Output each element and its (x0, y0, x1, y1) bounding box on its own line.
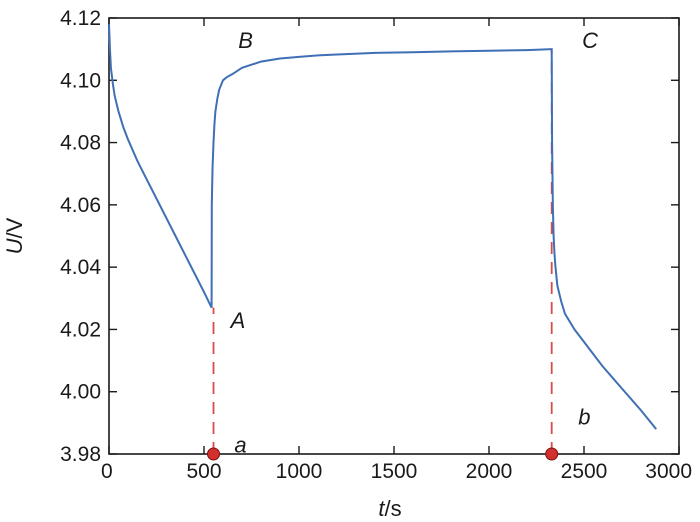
annotation-b: b (578, 405, 590, 430)
y-tick-label: 4.04 (60, 256, 101, 279)
x-tick-label: 2500 (561, 460, 608, 483)
y-tick-label: 4.00 (60, 381, 101, 404)
point-annotations: A B Ca b (229, 28, 598, 458)
y-tick-label: 3.98 (60, 443, 101, 466)
y-tick-label: 4.08 (60, 132, 101, 155)
x-tick-label: 500 (186, 460, 221, 483)
plot-frame (108, 17, 680, 455)
marker-b (545, 447, 559, 461)
y-tick-label: 4.10 (60, 69, 101, 92)
dashed-guide-lines (212, 49, 553, 454)
annotation-a: a (234, 433, 246, 458)
x-tick-label: 3000 (645, 460, 692, 483)
annotation-A: A (229, 308, 246, 333)
x-axis-title: t/s (378, 496, 401, 521)
y-tick-label: 4.12 (60, 7, 101, 30)
x-tick-label: 2000 (466, 460, 513, 483)
x-axis-ticks: 0 500 1000 1500 2000 2500 3000 (101, 18, 692, 483)
y-tick-label: 4.06 (60, 194, 101, 217)
annotation-B: B (238, 28, 253, 53)
x-tick-label: 0 (101, 460, 113, 483)
y-axis-ticks: 3.98 4.00 4.02 4.04 4.06 4.08 4.10 4.12 (60, 7, 679, 466)
y-tick-label: 4.02 (60, 318, 101, 341)
y-axis-title: U/V (2, 217, 27, 254)
marker-a (207, 447, 220, 461)
time-markers (207, 447, 559, 461)
annotation-C: C (582, 28, 598, 53)
x-tick-label: 1500 (371, 460, 418, 483)
voltage-series-line (108, 24, 657, 430)
x-tick-label: 1000 (276, 460, 323, 483)
